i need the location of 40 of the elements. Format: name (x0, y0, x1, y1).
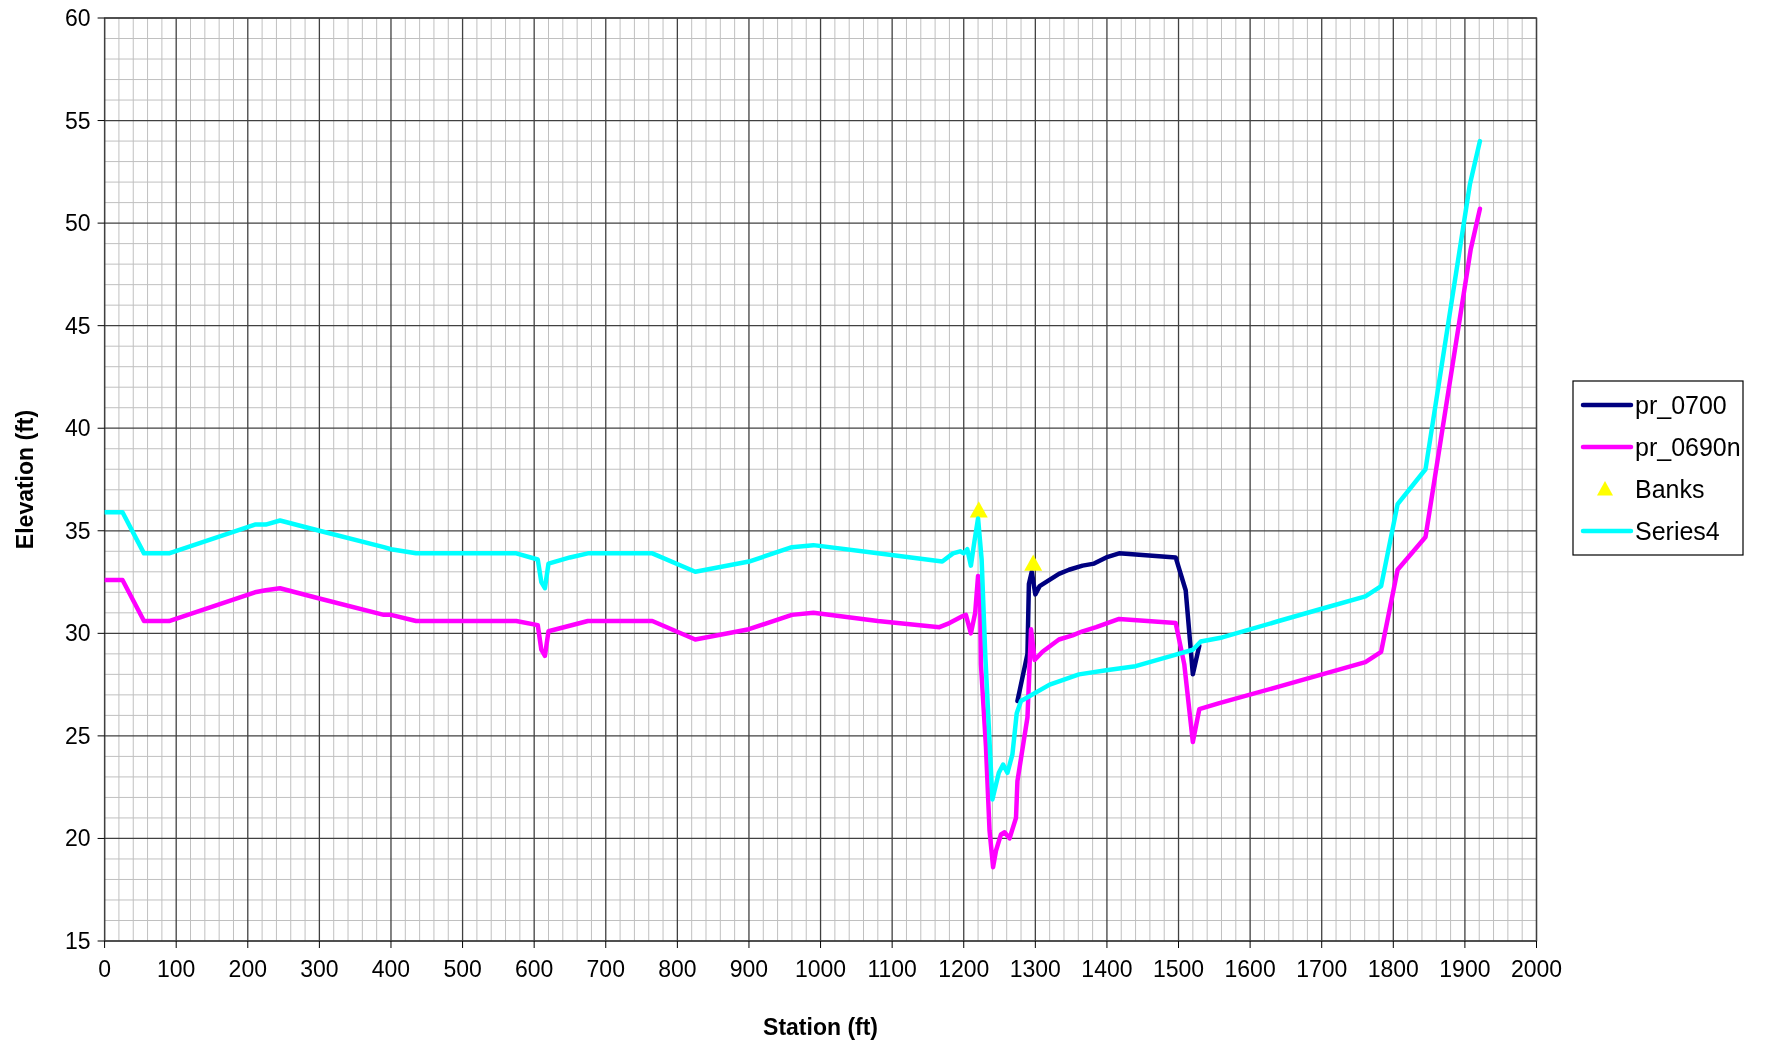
x-tick-label: 1400 (1081, 956, 1133, 982)
line-series (104, 206, 1483, 870)
y-tick-label: 35 (65, 517, 91, 544)
x-tick-label: 500 (443, 956, 482, 982)
x-tick-label: 200 (228, 956, 267, 982)
x-tick-label: 1800 (1367, 956, 1419, 982)
y-tick-label: 55 (65, 107, 91, 134)
y-axis-title: Elevation (ft) (12, 409, 38, 550)
line-series (104, 138, 1483, 802)
legend-label: Banks (1635, 475, 1705, 503)
y-tick-label: 40 (65, 415, 91, 442)
x-tick-label: 1200 (938, 956, 990, 982)
x-tick-label: 1100 (867, 956, 917, 982)
y-tick-label: 45 (65, 312, 91, 339)
x-tick-label: 900 (729, 956, 769, 982)
legend-label: pr_0700 (1635, 391, 1727, 419)
x-axis-title: Station (ft) (763, 1014, 879, 1040)
y-tick-label: 20 (65, 825, 91, 852)
x-tick-label: 2000 (1510, 956, 1563, 982)
x-tick-label: 1000 (794, 956, 847, 982)
line-series (1015, 551, 1202, 704)
x-tick-label: 1500 (1152, 956, 1205, 982)
x-tick-label: 1700 (1296, 956, 1348, 982)
x-tick-label: 400 (371, 956, 411, 982)
x-tick-label: 700 (586, 956, 625, 982)
y-tick-label: 60 (65, 5, 91, 31)
x-tick-label: 300 (300, 956, 339, 982)
y-tick-label: 25 (65, 722, 91, 749)
y-tick-label: 30 (65, 620, 91, 647)
legend-label: Series4 (1635, 517, 1720, 545)
y-tick-label: 50 (65, 210, 91, 237)
x-tick-label: 100 (157, 956, 196, 982)
x-tick-label: 600 (514, 956, 554, 982)
y-tick-label: 15 (65, 928, 91, 954)
x-tick-label: 1900 (1439, 956, 1491, 982)
x-tick-label: 800 (658, 956, 697, 982)
x-tick-label: 0 (98, 956, 111, 982)
x-tick-label: 1300 (1009, 956, 1061, 982)
legend-label: pr_0690n (1635, 433, 1741, 461)
x-tick-label: 1600 (1224, 956, 1276, 982)
